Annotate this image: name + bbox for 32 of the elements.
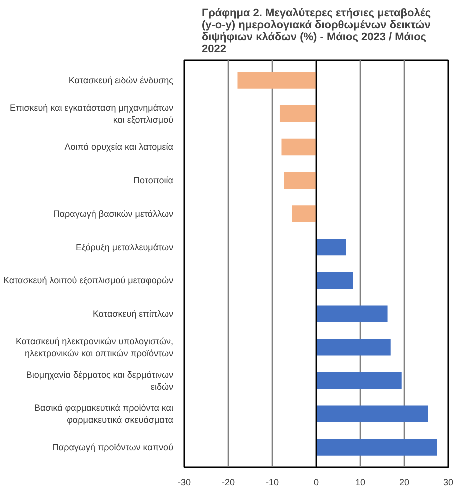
x-tick-label: 30 (443, 478, 454, 488)
y-tick-label: Ποτοποιία (134, 176, 174, 186)
bar (280, 106, 316, 122)
bar (316, 372, 402, 390)
bar (316, 238, 346, 256)
bar (284, 172, 316, 189)
chart-title: Γράφημα 2. Μεγαλύτερες ετήσιες μεταβολές (y-o-y) ημερολογιακά διορθωμένων δεικτών διψήφιων κλάδων (%) - Μάιος 2023 / Μάιος 2022 (202, 8, 432, 56)
x-tick-label: 10 (355, 478, 366, 488)
y-tick-label: Βασικά φαρμακευτικά προϊόντα και φαρμακευτικά σκευάσματα (34, 403, 174, 426)
y-tick-label: Βιομηχανία δέρματος και δερμάτινων ειδών (26, 370, 174, 392)
y-tick-label: Κατασκευή ηλεκτρονικών υπολογιστών, ηλεκτρονικών και οπτικών προϊόντων (16, 336, 174, 358)
bar (316, 306, 388, 322)
bar (292, 206, 316, 222)
y-tick-label: Λοιπά ορυχεία και λατομεία (64, 142, 174, 152)
x-tick-label: 20 (399, 478, 410, 488)
bar (316, 339, 391, 356)
y-tick-label: Επισκευή και εγκατάσταση μηχανημάτων και εξοπλισμού (10, 102, 174, 125)
x-tick-label: 0 (314, 478, 320, 488)
y-tick-label: Κατασκευή λοιπού εξοπλισμού μεταφορών (4, 276, 174, 286)
y-tick-label: Κατασκευή επίπλων (92, 309, 174, 320)
x-tick-label: -20 (222, 478, 236, 488)
y-tick-label: Εξόρυξη μεταλλευμάτων (76, 242, 174, 252)
y-tick-label: Παραγωγή βασικών μετάλλων (53, 208, 174, 219)
bar (316, 439, 438, 456)
y-tick-label: Παραγωγή προϊόντων καπνού (52, 442, 174, 452)
x-tick-label: -30 (178, 478, 192, 488)
y-tick-label: Κατασκευή ειδών ένδυσης (68, 76, 174, 86)
bar (316, 406, 428, 422)
bar (282, 138, 316, 156)
x-tick-label: -10 (266, 478, 280, 488)
bar (238, 72, 316, 89)
bar (316, 272, 354, 290)
